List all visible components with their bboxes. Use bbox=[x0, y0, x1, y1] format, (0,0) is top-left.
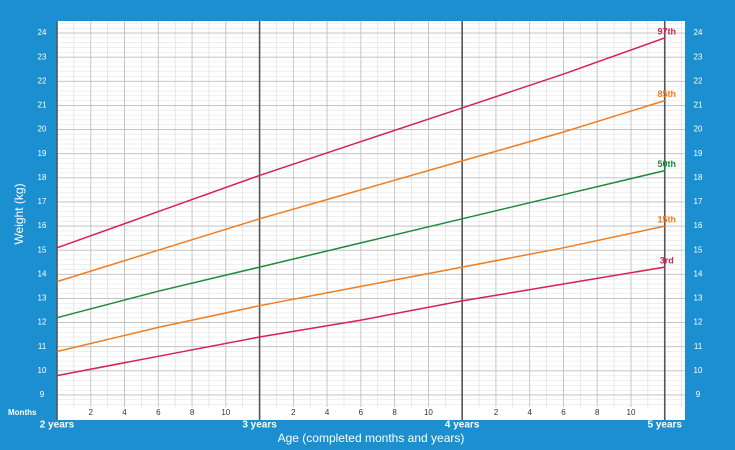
x-tick-label: 4 bbox=[325, 408, 330, 417]
x-major-tick-label: 4 years bbox=[445, 420, 480, 431]
x-major-tick-label: 3 years bbox=[242, 420, 277, 431]
y-tick-label-right: 18 bbox=[694, 173, 703, 182]
y-tick-label: 13 bbox=[38, 294, 47, 303]
y-axis-title: Weight (kg) bbox=[12, 183, 26, 244]
y-tick-label-right: 11 bbox=[694, 342, 703, 351]
y-tick-label: 10 bbox=[38, 366, 47, 375]
plot-area bbox=[57, 21, 685, 420]
percentile-line bbox=[56, 37, 665, 249]
y-tick-label: 22 bbox=[38, 76, 47, 85]
x-axis-title: Age (completed months and years) bbox=[278, 431, 465, 445]
y-tick-label-right: 19 bbox=[694, 149, 703, 158]
y-tick-label-right: 20 bbox=[694, 125, 703, 134]
x-tick-label: 4 bbox=[122, 408, 127, 417]
y-tick-label: 19 bbox=[38, 149, 47, 158]
series-label: 50th bbox=[657, 159, 676, 169]
x-tick-label: 2 bbox=[291, 408, 296, 417]
y-tick-label-right: 21 bbox=[694, 101, 703, 110]
y-tick-label: 12 bbox=[38, 318, 47, 327]
percentile-line bbox=[56, 169, 665, 319]
series-label: 15th bbox=[657, 214, 676, 224]
y-tick-label: 18 bbox=[38, 173, 47, 182]
x-tick-label: 6 bbox=[561, 408, 566, 417]
percentile-line bbox=[56, 266, 665, 377]
y-tick-label-right: 23 bbox=[694, 52, 703, 61]
x-tick-label: 4 bbox=[527, 408, 532, 417]
y-tick-label: 24 bbox=[38, 28, 47, 37]
y-tick-label-right: 24 bbox=[694, 28, 703, 37]
x-tick-label: 6 bbox=[156, 408, 161, 417]
x-major-tick-label: 5 years bbox=[647, 420, 682, 431]
series-label: 85th bbox=[657, 89, 676, 99]
y-tick-label-right: 12 bbox=[694, 318, 703, 327]
x-major-tick-label: 2 years bbox=[40, 420, 75, 431]
percentile-line bbox=[56, 99, 665, 283]
y-tick-label: 20 bbox=[38, 125, 47, 134]
y-tick-label: 21 bbox=[38, 101, 47, 110]
y-tick-label: 14 bbox=[38, 269, 47, 278]
x-tick-label: 10 bbox=[221, 408, 230, 417]
x-tick-label: 8 bbox=[392, 408, 397, 417]
y-tick-label: 11 bbox=[38, 342, 47, 351]
x-tick-label: 10 bbox=[627, 408, 636, 417]
y-tick-label: 15 bbox=[38, 245, 47, 254]
y-tick-label-right: 17 bbox=[694, 197, 703, 206]
x-tick-label: 10 bbox=[424, 408, 433, 417]
y-tick-label-right: 15 bbox=[694, 245, 703, 254]
series-label: 97th bbox=[657, 26, 676, 36]
x-tick-label: 8 bbox=[190, 408, 195, 417]
x-tick-label: 8 bbox=[595, 408, 600, 417]
series-label: 3rd bbox=[660, 255, 674, 265]
y-tick-label-right: 22 bbox=[694, 76, 703, 85]
y-tick-label: 23 bbox=[38, 52, 47, 61]
x-tick-label: 2 bbox=[494, 408, 499, 417]
y-tick-label-right: 16 bbox=[694, 221, 703, 230]
months-label: Months bbox=[8, 408, 37, 417]
y-tick-label-right: 14 bbox=[694, 269, 703, 278]
x-tick-label: 2 bbox=[89, 408, 94, 417]
percentile-line bbox=[56, 225, 665, 353]
y-tick-label-right: 13 bbox=[694, 294, 703, 303]
y-tick-label-right: 9 bbox=[696, 390, 701, 399]
y-tick-label: 17 bbox=[38, 197, 47, 206]
y-tick-label: 16 bbox=[38, 221, 47, 230]
y-tick-label-right: 10 bbox=[694, 366, 703, 375]
x-tick-label: 6 bbox=[359, 408, 364, 417]
y-tick-label: 9 bbox=[40, 390, 45, 399]
